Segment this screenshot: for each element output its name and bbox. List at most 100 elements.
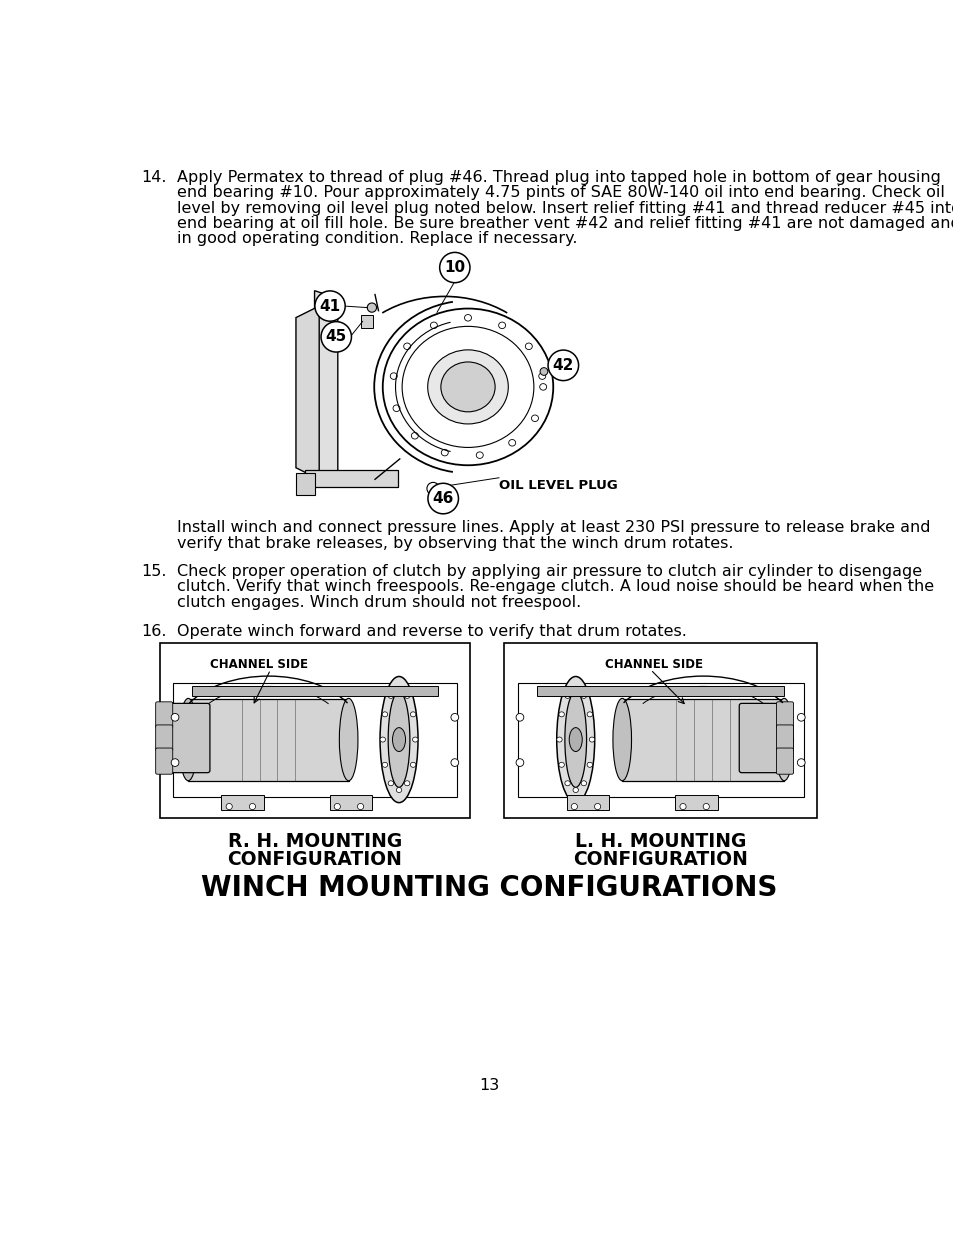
Bar xyxy=(295,473,315,495)
FancyBboxPatch shape xyxy=(776,725,793,751)
Circle shape xyxy=(702,804,709,810)
Circle shape xyxy=(357,804,363,810)
FancyBboxPatch shape xyxy=(155,748,172,774)
Text: in good operating condition. Replace if necessary.: in good operating condition. Replace if … xyxy=(177,231,578,246)
Polygon shape xyxy=(295,306,319,479)
Ellipse shape xyxy=(464,315,471,321)
Ellipse shape xyxy=(525,343,532,350)
Text: 10: 10 xyxy=(444,261,465,275)
Text: 45: 45 xyxy=(325,330,347,345)
Ellipse shape xyxy=(382,762,387,767)
Bar xyxy=(188,699,348,782)
Circle shape xyxy=(171,758,179,767)
Bar xyxy=(675,795,718,810)
Text: Operate winch forward and reverse to verify that drum rotates.: Operate winch forward and reverse to ver… xyxy=(177,624,686,638)
Circle shape xyxy=(516,758,523,767)
Text: verify that brake releases, by observing that the winch drum rotates.: verify that brake releases, by observing… xyxy=(177,536,733,551)
Text: Apply Permatex to thread of plug #46. Thread plug into tapped hole in bottom of : Apply Permatex to thread of plug #46. Th… xyxy=(177,169,941,185)
Bar xyxy=(329,795,372,810)
Ellipse shape xyxy=(573,788,578,793)
Ellipse shape xyxy=(612,698,631,781)
FancyBboxPatch shape xyxy=(739,704,778,773)
Ellipse shape xyxy=(569,727,581,752)
Ellipse shape xyxy=(404,781,410,785)
Circle shape xyxy=(797,714,804,721)
Text: Install winch and connect pressure lines. Apply at least 230 PSI pressure to rel: Install winch and connect pressure lines… xyxy=(177,520,930,535)
Text: 16.: 16. xyxy=(141,624,166,638)
Text: 15.: 15. xyxy=(141,564,166,579)
Text: 41: 41 xyxy=(319,299,340,314)
Bar xyxy=(566,795,609,810)
Ellipse shape xyxy=(508,440,516,446)
Bar xyxy=(192,685,437,697)
Text: CHANNEL SIDE: CHANNEL SIDE xyxy=(605,658,702,671)
Ellipse shape xyxy=(339,698,357,781)
Text: CONFIGURATION: CONFIGURATION xyxy=(573,850,747,868)
Text: OIL LEVEL PLUG: OIL LEVEL PLUG xyxy=(498,479,618,493)
Bar xyxy=(621,699,783,782)
Ellipse shape xyxy=(411,432,418,438)
Ellipse shape xyxy=(410,762,416,767)
Bar xyxy=(221,795,264,810)
Ellipse shape xyxy=(392,727,405,752)
Ellipse shape xyxy=(558,762,564,767)
Ellipse shape xyxy=(586,711,592,716)
Bar xyxy=(504,642,816,818)
Ellipse shape xyxy=(179,698,197,781)
Circle shape xyxy=(171,714,179,721)
Text: CONFIGURATION: CONFIGURATION xyxy=(227,850,402,868)
Ellipse shape xyxy=(558,711,564,716)
Ellipse shape xyxy=(557,677,594,803)
Circle shape xyxy=(334,804,340,810)
Text: WINCH MOUNTING CONFIGURATIONS: WINCH MOUNTING CONFIGURATIONS xyxy=(200,873,777,902)
Ellipse shape xyxy=(430,322,436,329)
Text: clutch. Verify that winch freespools. Re-engage clutch. A loud noise should be h: clutch. Verify that winch freespools. Re… xyxy=(177,579,934,594)
Circle shape xyxy=(367,303,376,312)
Ellipse shape xyxy=(388,692,410,788)
Bar xyxy=(537,685,783,697)
Ellipse shape xyxy=(393,405,399,411)
Ellipse shape xyxy=(589,737,594,742)
Circle shape xyxy=(451,714,458,721)
Ellipse shape xyxy=(379,677,417,803)
Bar xyxy=(159,642,470,818)
Ellipse shape xyxy=(586,762,592,767)
Text: end bearing at oil fill hole. Be sure breather vent #42 and relief fitting #41 a: end bearing at oil fill hole. Be sure br… xyxy=(177,216,953,231)
Circle shape xyxy=(797,758,804,767)
Ellipse shape xyxy=(410,711,416,716)
Ellipse shape xyxy=(404,693,410,698)
FancyBboxPatch shape xyxy=(171,704,210,773)
Ellipse shape xyxy=(395,788,401,793)
Ellipse shape xyxy=(498,322,505,329)
FancyBboxPatch shape xyxy=(776,701,793,727)
Ellipse shape xyxy=(774,698,793,781)
Text: 14.: 14. xyxy=(141,169,166,185)
Circle shape xyxy=(571,804,577,810)
Text: 46: 46 xyxy=(432,492,454,506)
Circle shape xyxy=(594,804,600,810)
Ellipse shape xyxy=(539,384,546,390)
Circle shape xyxy=(427,483,439,495)
Ellipse shape xyxy=(388,692,410,788)
Ellipse shape xyxy=(440,362,495,411)
Circle shape xyxy=(539,368,547,375)
Ellipse shape xyxy=(403,343,410,350)
Ellipse shape xyxy=(564,692,586,788)
Ellipse shape xyxy=(564,692,586,788)
Polygon shape xyxy=(314,290,337,479)
Ellipse shape xyxy=(427,350,508,424)
Circle shape xyxy=(226,804,232,810)
Text: L. H. MOUNTING: L. H. MOUNTING xyxy=(575,832,745,851)
Ellipse shape xyxy=(382,711,387,716)
Ellipse shape xyxy=(379,737,385,742)
FancyBboxPatch shape xyxy=(776,748,793,774)
Text: R. H. MOUNTING: R. H. MOUNTING xyxy=(228,832,401,851)
Text: clutch engages. Winch drum should not freespool.: clutch engages. Winch drum should not fr… xyxy=(177,595,581,610)
Ellipse shape xyxy=(531,415,537,421)
Text: end bearing #10. Pour approximately 4.75 pints of SAE 80W-140 oil into end beari: end bearing #10. Pour approximately 4.75… xyxy=(177,185,944,200)
Text: CHANNEL SIDE: CHANNEL SIDE xyxy=(210,658,308,671)
Ellipse shape xyxy=(580,693,586,698)
Circle shape xyxy=(249,804,255,810)
Ellipse shape xyxy=(557,737,561,742)
Ellipse shape xyxy=(564,781,570,785)
